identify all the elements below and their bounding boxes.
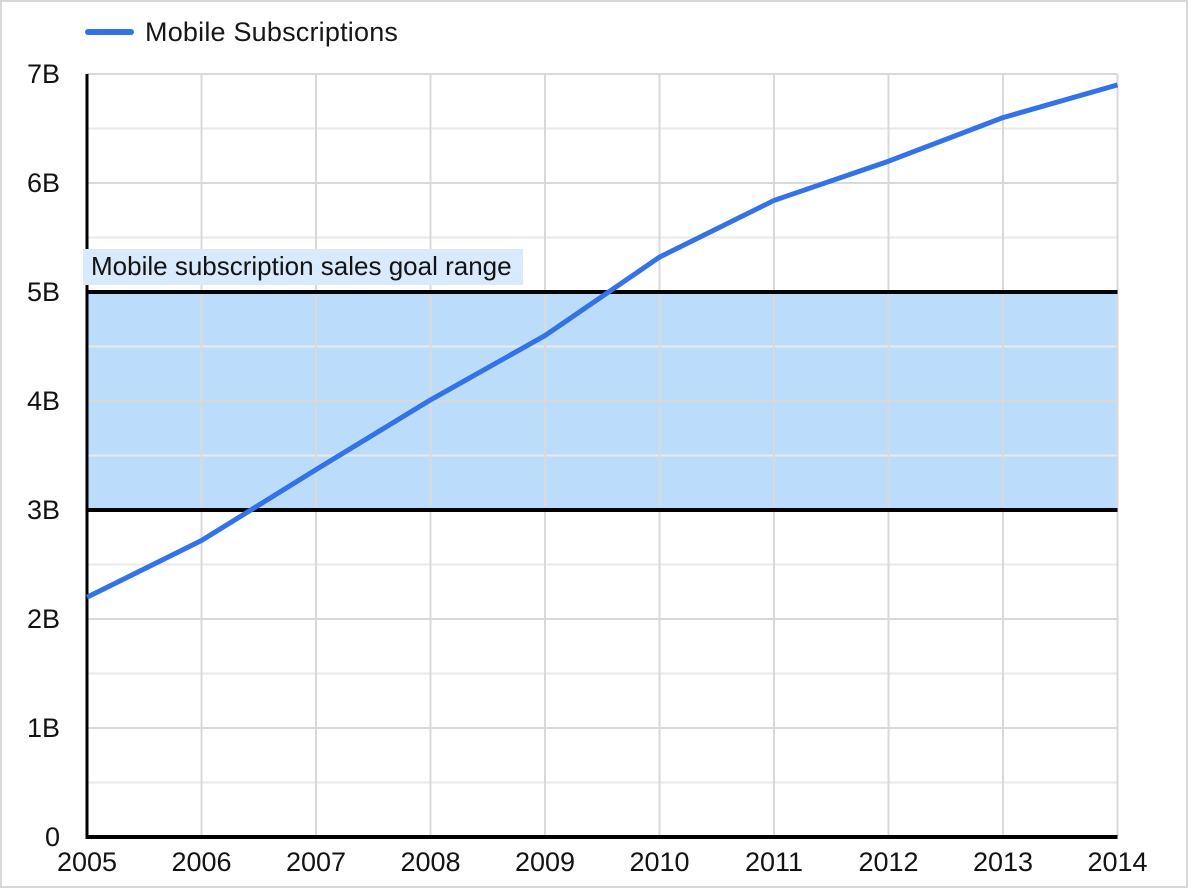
- y-tick-label: 0: [44, 822, 60, 852]
- x-tick-label: 2010: [629, 847, 690, 877]
- y-tick-label: 5B: [26, 277, 60, 307]
- legend: Mobile Subscriptions: [85, 14, 398, 50]
- y-tick-label: 3B: [26, 495, 60, 525]
- x-tick-label: 2014: [1087, 847, 1148, 877]
- legend-series-label: Mobile Subscriptions: [145, 16, 399, 47]
- x-tick-label: 2011: [744, 847, 804, 877]
- x-tick-label: 2007: [285, 847, 347, 877]
- x-tick-label: 2009: [514, 847, 576, 877]
- legend-line-swatch: [85, 29, 134, 35]
- y-tick-label: 1B: [26, 713, 60, 743]
- goal-range-label: Mobile subscription sales goal range: [83, 249, 523, 285]
- mobile-subscriptions-line: [85, 82, 1119, 600]
- x-tick-label: 2012: [858, 847, 919, 877]
- y-tick-label: 4B: [26, 386, 60, 416]
- y-tick-label: 6B: [26, 168, 60, 198]
- y-tick-label: 2B: [26, 604, 60, 634]
- x-tick-label: 2005: [56, 847, 118, 877]
- x-tick-label: 2013: [972, 847, 1034, 877]
- y-tick-label: 7B: [26, 59, 60, 89]
- x-tick-label: 2006: [171, 847, 232, 877]
- x-tick-label: 2008: [400, 847, 461, 877]
